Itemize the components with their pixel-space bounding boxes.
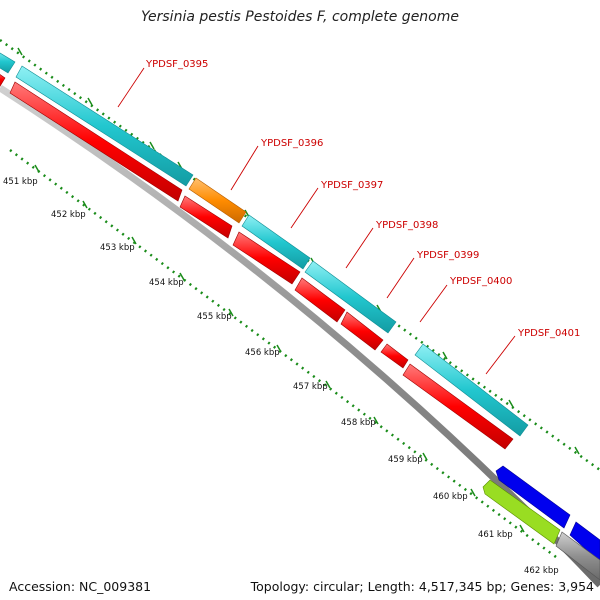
tick-label: 451 kbp xyxy=(3,177,38,187)
tick-label: 457 kbp xyxy=(293,382,328,392)
tick-label: 459 kbp xyxy=(388,455,423,465)
genome-info-text: Topology: circular; Length: 4,517,345 bp… xyxy=(250,579,594,594)
gene-label[interactable]: YPDSF_0397 xyxy=(320,180,383,191)
tick-label: 452 kbp xyxy=(51,210,86,220)
tick-label: 458 kbp xyxy=(341,418,376,428)
gene-label[interactable]: YPDSF_0395 xyxy=(145,59,208,70)
gene-label[interactable]: YPDSF_0398 xyxy=(375,220,438,231)
gene-label[interactable]: YPDSF_0399 xyxy=(416,250,479,261)
gene-label[interactable]: YPDSF_0401 xyxy=(517,328,580,339)
gene-label[interactable]: YPDSF_0400 xyxy=(449,276,512,287)
tick-label: 455 kbp xyxy=(197,312,232,322)
blue-feature-2 xyxy=(569,521,600,563)
gene-leader-lines xyxy=(117,67,516,375)
tick-label: 454 kbp xyxy=(149,278,184,288)
gene-label[interactable]: YPDSF_0396 xyxy=(260,138,323,149)
tick-label: 456 kbp xyxy=(245,348,280,358)
green-feature xyxy=(482,479,561,545)
orf-track xyxy=(0,74,514,450)
accession-text: Accession: NC_009381 xyxy=(9,579,152,594)
tick-label: 460 kbp xyxy=(433,492,468,502)
inner-tick-line xyxy=(9,148,561,562)
blue-feature xyxy=(495,465,571,529)
inner-tick-marks xyxy=(34,164,525,533)
tick-label: 461 kbp xyxy=(478,530,513,540)
tick-label: 462 kbp xyxy=(524,566,559,576)
forward-cds-track xyxy=(0,52,529,437)
gray-feature xyxy=(555,531,600,581)
tick-label: 453 kbp xyxy=(100,243,135,253)
map-title: Yersinia pestis Pestoides F, complete ge… xyxy=(141,9,459,25)
